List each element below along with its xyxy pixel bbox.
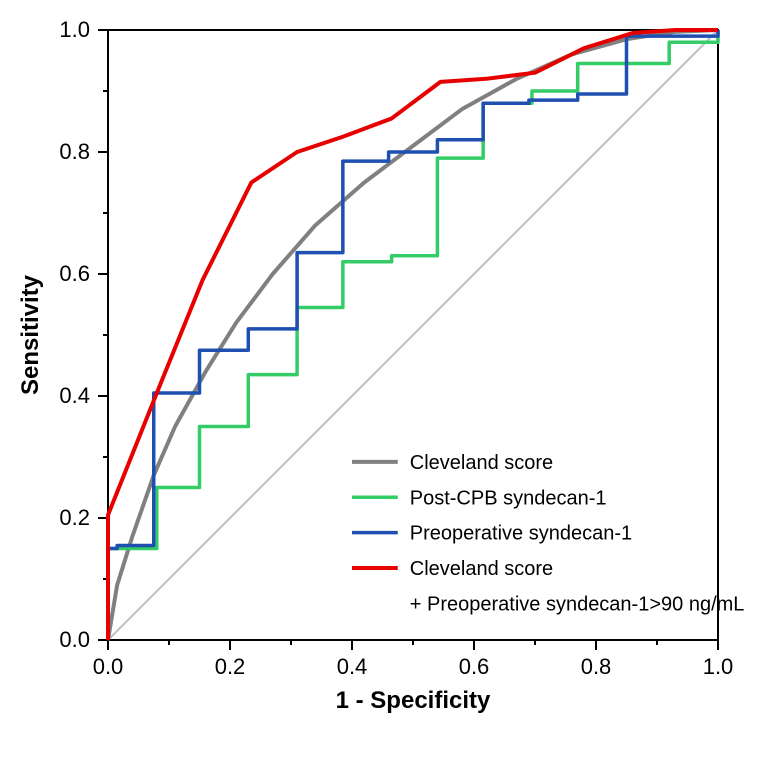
- x-tick-label: 0.2: [215, 654, 246, 679]
- y-tick-label: 0.0: [59, 627, 90, 652]
- y-tick-label: 0.8: [59, 139, 90, 164]
- x-tick-label: 0.4: [337, 654, 368, 679]
- legend-label: Cleveland score: [410, 558, 553, 580]
- legend-label: + Preoperative syndecan-1>90 ng/mL: [410, 593, 745, 615]
- x-tick-label: 0.6: [459, 654, 490, 679]
- x-tick-label: 1.0: [703, 654, 734, 679]
- roc-chart: 0.0 0.2 0.4 0.6 0.8 1.0 1 - Specificity 0.0 0.2 0…: [0, 0, 766, 758]
- chart-container: 0.0 0.2 0.4 0.6 0.8 1.0 1 - Specificity 0.0 0.2 0…: [0, 0, 766, 758]
- y-tick-label: 1.0: [59, 17, 90, 42]
- y-tick-label: 0.2: [59, 505, 90, 530]
- legend-label: Cleveland score: [410, 452, 553, 474]
- y-axis-label: Sensitivity: [17, 274, 44, 395]
- x-tick-label: 0.8: [581, 654, 612, 679]
- legend-label: Preoperative syndecan-1: [410, 523, 632, 545]
- y-tick-label: 0.4: [59, 383, 90, 408]
- legend-label: Post-CPB syndecan-1: [410, 487, 607, 509]
- x-axis-label: 1 - Specificity: [336, 687, 491, 714]
- y-tick-label: 0.6: [59, 261, 90, 286]
- x-tick-label: 0.0: [93, 654, 124, 679]
